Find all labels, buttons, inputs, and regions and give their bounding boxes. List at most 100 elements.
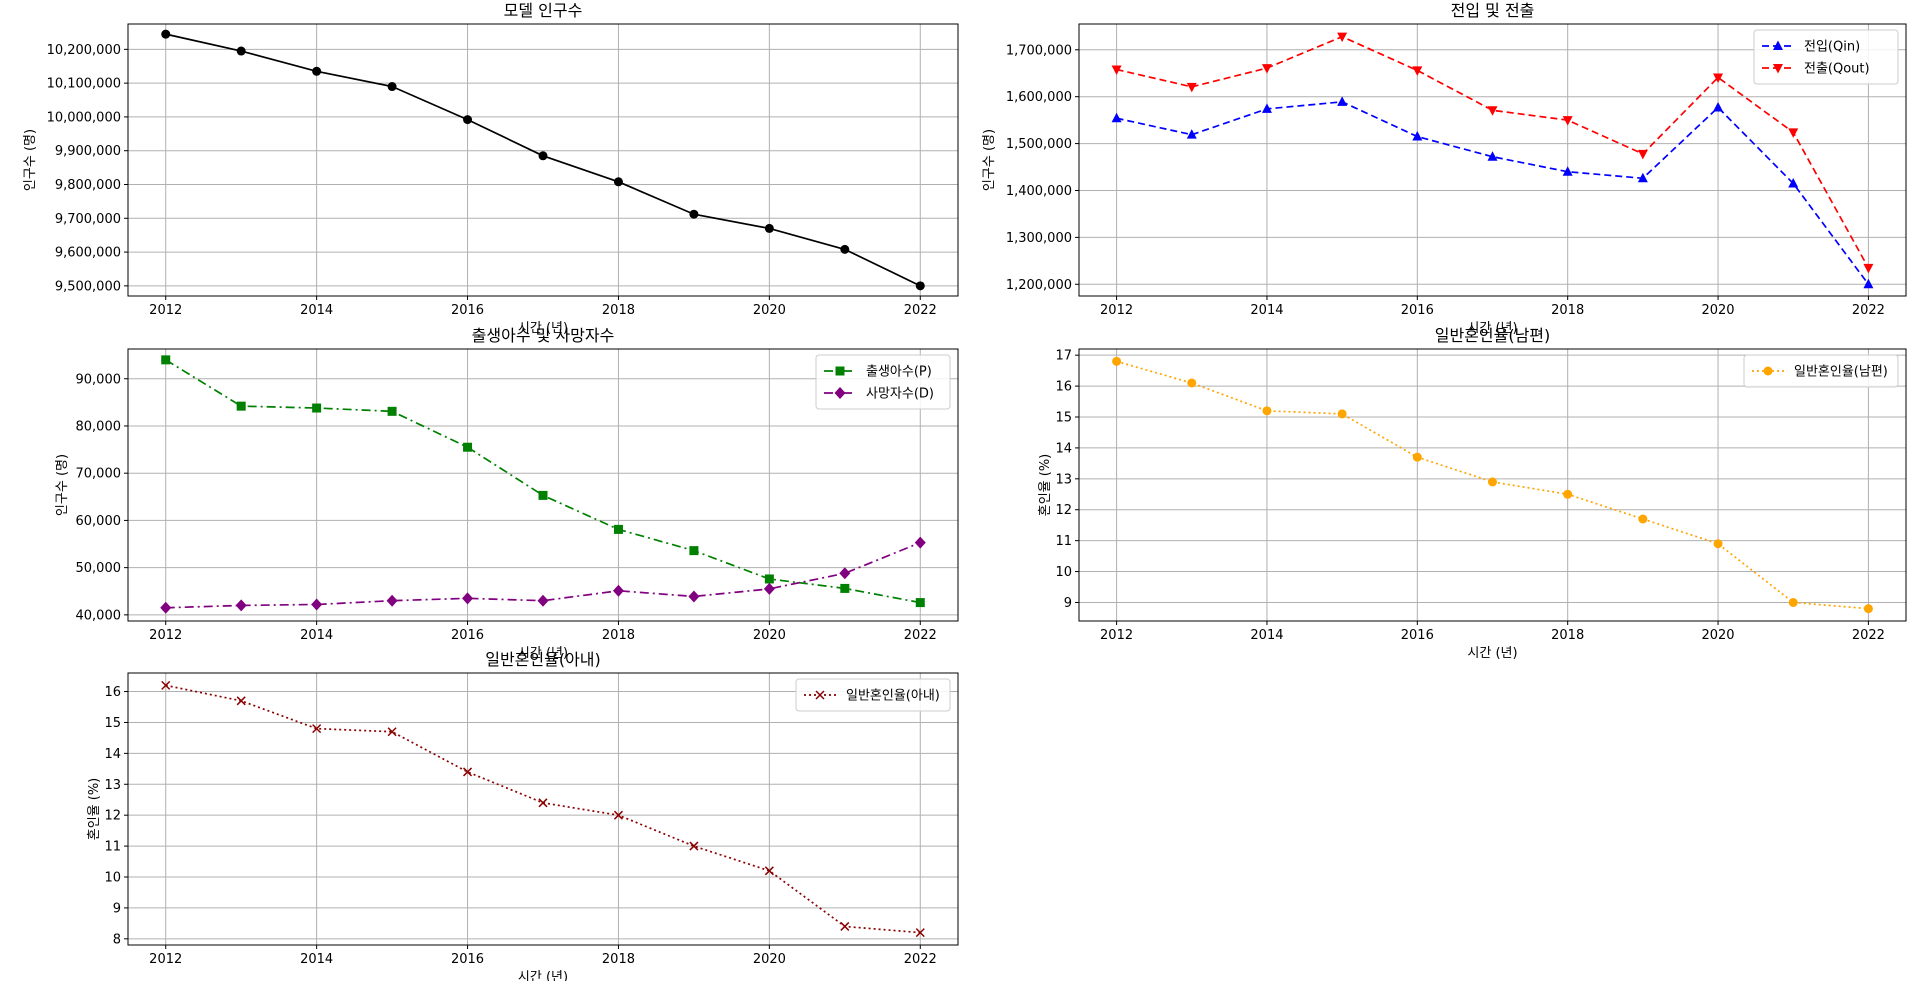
data-point <box>1863 263 1874 274</box>
y-tick-label: 10,000,000 <box>47 110 121 125</box>
data-point <box>915 281 925 291</box>
y-tick-label: 17 <box>1055 349 1072 364</box>
chart-title: 일반혼인율(아내) <box>485 650 601 669</box>
y-tick-label: 10,100,000 <box>47 77 121 92</box>
legend-marker <box>834 387 846 399</box>
x-tick-label: 2016 <box>451 952 484 967</box>
data-point <box>840 583 850 593</box>
y-tick-label: 8 <box>113 932 121 947</box>
data-point <box>613 524 623 534</box>
y-tick-label: 15 <box>1055 411 1072 426</box>
data-point <box>1186 82 1197 93</box>
axes-frame <box>1078 348 1907 622</box>
legend-box <box>1743 354 1899 388</box>
data-point <box>915 598 925 608</box>
data-point <box>161 29 171 39</box>
data-point <box>840 244 850 254</box>
data-point <box>312 403 322 413</box>
legend-label: 출생아수(P) <box>866 365 932 380</box>
data-point <box>688 590 700 603</box>
data-point <box>613 177 623 187</box>
series-line <box>165 359 921 604</box>
data-point <box>1638 514 1648 524</box>
data-point <box>764 223 774 233</box>
y-tick-label: 9 <box>1064 596 1072 611</box>
legend: 출생아수(P) 사망자수(D) <box>815 354 951 410</box>
y-tick-label: 80,000 <box>76 419 122 434</box>
x-tick-label: 2012 <box>149 628 182 643</box>
data-point <box>1863 278 1874 289</box>
y-tick-label: 9,900,000 <box>55 144 121 159</box>
y-tick-label: 12 <box>104 809 121 824</box>
x-tick-label: 2020 <box>1701 628 1734 643</box>
data-point <box>1111 65 1122 75</box>
chart-panel: 2012 2014 2016 2018 2020 2022 9,500,000 9,600,0… <box>23 1 959 336</box>
x-tick-label: 2020 <box>753 952 786 967</box>
data-point <box>538 151 548 161</box>
data-point <box>160 601 172 614</box>
legend: 전입(Qin) 전출(Qout) <box>1753 29 1899 85</box>
y-tick-label: 10 <box>1055 565 1072 580</box>
y-axis-label: 인구수 (명) <box>23 129 38 191</box>
data-point <box>236 401 246 411</box>
y-axis-label: 인구수 (명) <box>982 129 997 191</box>
x-tick-label: 2018 <box>1551 303 1584 318</box>
data-point <box>1488 477 1497 487</box>
data-point <box>1637 172 1648 183</box>
chart-title: 전입 및 전출 <box>1451 1 1535 20</box>
x-axis-label: 시간 (년) <box>518 970 568 981</box>
data-point <box>1562 116 1573 126</box>
data-point <box>463 767 473 777</box>
y-tick-label: 13 <box>1055 472 1072 487</box>
data-point <box>387 727 397 737</box>
x-axis-label: 시간 (년) <box>1467 321 1517 336</box>
data-point <box>1713 101 1724 112</box>
data-point <box>915 928 925 938</box>
legend-box <box>795 678 951 712</box>
data-point <box>236 46 246 56</box>
data-point <box>1487 106 1498 116</box>
data-point <box>1563 489 1573 499</box>
y-tick-label: 70,000 <box>76 467 122 482</box>
data-point <box>763 582 775 595</box>
x-tick-label: 2022 <box>904 628 937 643</box>
data-point <box>1412 66 1423 76</box>
legend-label: 전입(Qin) <box>1804 40 1860 55</box>
y-tick-label: 1,700,000 <box>1006 43 1072 58</box>
data-point <box>387 406 397 416</box>
data-point <box>463 442 473 452</box>
data-point <box>1337 409 1347 419</box>
data-point <box>1412 452 1422 462</box>
x-tick-label: 2016 <box>1401 303 1434 318</box>
legend: 일반혼인율(남편) <box>1743 354 1899 388</box>
legend-marker <box>815 690 825 700</box>
chart-title: 일반혼인율(남편) <box>1435 326 1551 345</box>
legend-label: 사망자수(D) <box>866 387 934 402</box>
data-point <box>311 598 323 611</box>
chart-panel: 2012 2014 2016 2018 2020 2022 8 9 10 11 12 13 14 15 16… <box>87 650 959 981</box>
x-axis-label: 시간 (년) <box>518 321 568 336</box>
data-point <box>689 841 699 851</box>
x-tick-label: 2022 <box>1852 628 1885 643</box>
series-line <box>165 541 921 609</box>
y-tick-label: 90,000 <box>76 372 122 387</box>
y-tick-label: 1,400,000 <box>1006 184 1072 199</box>
data-point <box>1111 112 1122 123</box>
x-axis-label: 시간 (년) <box>1467 646 1517 661</box>
data-point <box>613 810 623 820</box>
y-tick-label: 15 <box>104 716 121 731</box>
axes-frame <box>127 348 959 622</box>
x-tick-label: 2018 <box>1551 628 1584 643</box>
data-point <box>764 866 774 876</box>
x-tick-label: 2016 <box>1401 628 1434 643</box>
legend-box <box>815 354 951 410</box>
x-tick-label: 2014 <box>300 303 333 318</box>
legend: 일반혼인율(아내) <box>795 678 951 712</box>
data-point <box>1788 128 1799 138</box>
legend-box <box>1753 29 1899 85</box>
data-point <box>462 592 474 605</box>
data-point <box>689 209 699 219</box>
x-tick-label: 2014 <box>1250 303 1283 318</box>
data-point <box>1112 356 1122 366</box>
